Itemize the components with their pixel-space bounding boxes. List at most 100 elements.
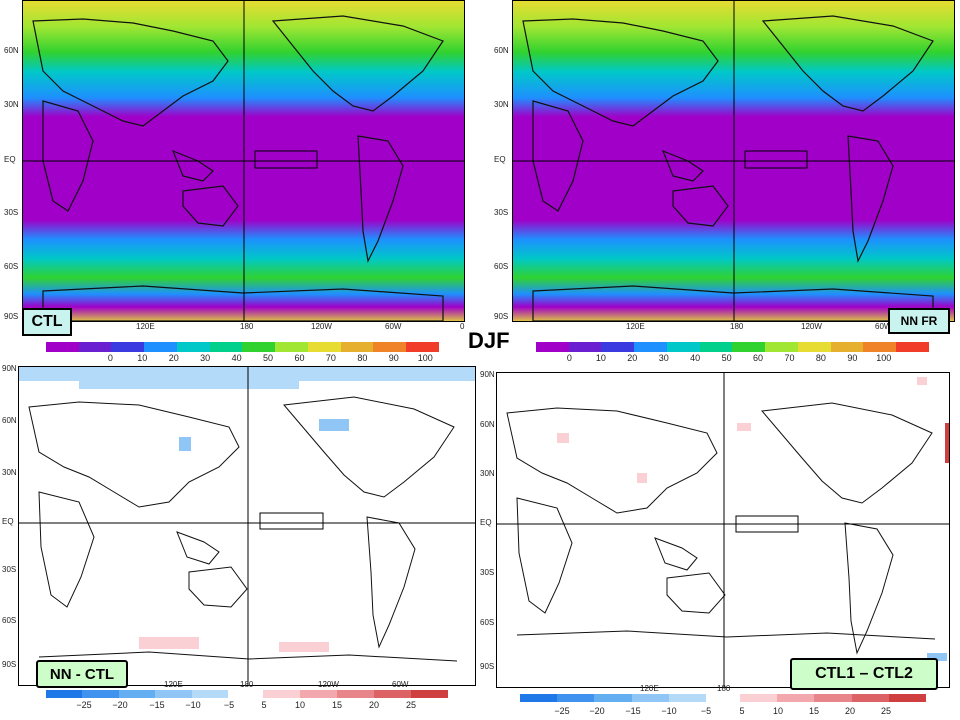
cbar-tick: 70 <box>325 353 336 363</box>
coastlines <box>28 396 458 662</box>
cbar-tick: 80 <box>815 353 826 363</box>
lat-label: 30S <box>4 208 19 217</box>
lon-label: 120E <box>136 322 155 331</box>
lon-label: 120E <box>626 322 645 331</box>
cbar-tick: 5 <box>261 700 267 710</box>
diff-map-ctl1-ctl2-svg <box>497 373 949 687</box>
diff-colorbar-left-neg <box>46 690 228 698</box>
lat-label: 60S <box>494 262 509 271</box>
cbar-tick: −10 <box>185 700 201 710</box>
cbar-tick: 30 <box>658 353 669 363</box>
coastlines <box>32 15 444 321</box>
lat-label: EQ <box>2 517 14 526</box>
region-box <box>259 512 324 530</box>
lat-label: 60N <box>4 46 19 55</box>
cbar-tick: −20 <box>112 700 128 710</box>
diff-colorbar-left-labels: −25 −20 −15 −10 −5 5 10 15 20 25 <box>0 700 480 712</box>
cbar-tick: −15 <box>149 700 165 710</box>
region-box <box>254 150 318 169</box>
cbar-tick: 60 <box>294 353 305 363</box>
cbar-tick: −5 <box>223 700 235 710</box>
cbar-tick: 100 <box>417 353 433 363</box>
cbar-tick: 10 <box>772 706 784 716</box>
cbar-tick: −10 <box>661 706 677 716</box>
field-map-ctl <box>22 0 465 322</box>
lon-label: 180 <box>240 322 254 331</box>
panel-tag-ctl1-ctl2: CTL1 – CTL2 <box>790 658 938 690</box>
panel-ctl1-minus-ctl2: 90N 60N 30N EQ 30S 60S 90S 120E 180 CTL1… <box>480 362 960 693</box>
cbar-tick: 20 <box>844 706 856 716</box>
diff-colorbar-right-pos <box>740 694 926 702</box>
lat-label: 60N <box>2 416 17 425</box>
cbar-tick: 70 <box>784 353 795 363</box>
lon-label: 120E <box>164 680 183 689</box>
lat-label: 90S <box>2 660 17 669</box>
diff-map-nn-ctl-svg <box>19 367 475 685</box>
cbar-tick: 60 <box>753 353 764 363</box>
region-box <box>744 150 808 169</box>
cbar-tick: −5 <box>700 706 712 716</box>
lon-label: 60W <box>875 322 892 331</box>
cbar-tick: 40 <box>231 353 242 363</box>
field-colorbar-right <box>536 342 929 352</box>
panel-nn-minus-ctl: 90N 60N 30N EQ 30S 60S 90S 120E 180 120W… <box>0 362 480 692</box>
cbar-tick: 30 <box>200 353 211 363</box>
lon-label: 120W <box>318 680 339 689</box>
cbar-tick: −25 <box>554 706 570 716</box>
lon-label: 120E <box>640 684 659 693</box>
lat-label: 60S <box>2 616 17 625</box>
lon-label: 180 <box>240 680 254 689</box>
cbar-tick: 15 <box>808 706 820 716</box>
lat-label: 60S <box>4 262 19 271</box>
diff-map-nn-ctl <box>18 366 476 686</box>
lat-label: EQ <box>4 155 16 164</box>
lat-label: 30N <box>4 100 19 109</box>
lon-label: 180 <box>717 684 731 693</box>
panel-tag-nn-ctl: NN - CTL <box>36 660 128 688</box>
cbar-tick: −25 <box>76 700 92 710</box>
panel-ctl: 60N 30N EQ 30S 60S 90S 120E 180 120W 60W… <box>0 0 470 340</box>
lat-label: 60S <box>480 618 495 627</box>
lat-label: 90N <box>2 364 17 373</box>
lat-label: 30N <box>2 468 17 477</box>
region-box <box>735 515 799 533</box>
coastlines <box>506 402 936 655</box>
cbar-tick: 20 <box>168 353 179 363</box>
cbar-tick: 10 <box>137 353 148 363</box>
lon-label: 120W <box>801 322 822 331</box>
diff-map-ctl1-ctl2 <box>496 372 950 688</box>
cbar-tick: 50 <box>721 353 732 363</box>
lat-label: 90N <box>480 370 495 379</box>
cbar-tick: 20 <box>368 700 380 710</box>
cbar-tick: 50 <box>263 353 274 363</box>
panel-tag-ctl: CTL <box>22 308 72 336</box>
lon-label: 60W <box>392 680 409 689</box>
lat-label: 60N <box>494 46 509 55</box>
cbar-tick: 25 <box>405 700 417 710</box>
lat-label: 30S <box>2 565 17 574</box>
field-map-ctl-svg <box>23 1 464 321</box>
lat-label: 30N <box>494 100 509 109</box>
lat-label: EQ <box>494 155 506 164</box>
cbar-tick: 90 <box>388 353 399 363</box>
season-label: DJF <box>468 328 510 353</box>
field-map-nn-fr-svg <box>513 1 954 321</box>
cbar-tick: −20 <box>589 706 605 716</box>
panel-tag-nn-fr: NN FR <box>888 308 950 334</box>
lon-label: 0 <box>460 322 465 331</box>
field-colorbar-left-labels: 0 10 20 30 40 50 60 70 80 90 100 <box>46 353 439 363</box>
cbar-tick: 90 <box>847 353 858 363</box>
lon-label: 180 <box>730 322 744 331</box>
lat-label: 90S <box>4 312 19 321</box>
lat-label: 90S <box>480 662 495 671</box>
field-map-nn-fr <box>512 0 955 322</box>
lat-label: 30S <box>494 208 509 217</box>
cbar-tick: 100 <box>876 353 892 363</box>
diff-colorbar-left-pos <box>263 690 448 698</box>
lat-label: EQ <box>480 518 492 527</box>
cbar-tick: −15 <box>625 706 641 716</box>
cbar-tick: 40 <box>690 353 701 363</box>
field-colorbar-left <box>46 342 439 352</box>
lon-label: 120W <box>311 322 332 331</box>
lat-label: 30N <box>480 469 495 478</box>
